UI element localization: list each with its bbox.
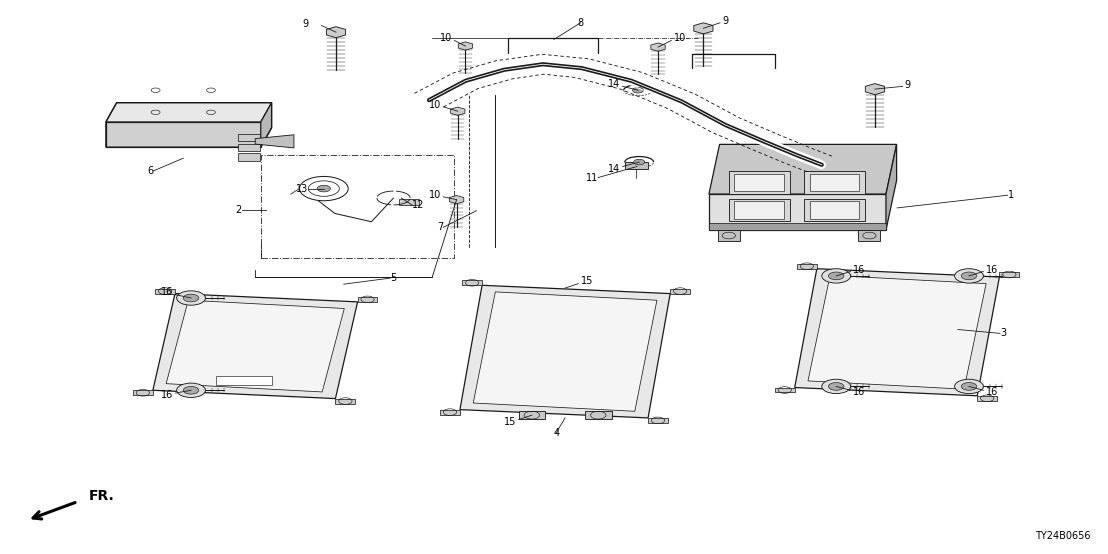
Text: 11: 11 bbox=[586, 172, 598, 182]
Circle shape bbox=[634, 160, 645, 165]
Polygon shape bbox=[460, 285, 670, 418]
Polygon shape bbox=[718, 230, 740, 241]
Polygon shape bbox=[440, 409, 460, 414]
Circle shape bbox=[962, 383, 977, 390]
Polygon shape bbox=[670, 289, 690, 294]
Text: 12: 12 bbox=[412, 200, 424, 210]
Circle shape bbox=[183, 294, 198, 302]
Polygon shape bbox=[473, 292, 657, 411]
Circle shape bbox=[176, 291, 205, 305]
Circle shape bbox=[822, 269, 851, 283]
Circle shape bbox=[829, 383, 844, 390]
Circle shape bbox=[317, 185, 330, 192]
Text: 5: 5 bbox=[390, 273, 397, 283]
Circle shape bbox=[822, 379, 851, 393]
Bar bbox=[735, 173, 784, 191]
Text: 15: 15 bbox=[504, 417, 516, 427]
Bar bbox=[237, 143, 259, 151]
Circle shape bbox=[955, 269, 984, 283]
Text: 15: 15 bbox=[581, 276, 593, 286]
Bar bbox=[729, 199, 790, 221]
Bar bbox=[804, 199, 865, 221]
Polygon shape bbox=[650, 43, 665, 52]
Polygon shape bbox=[865, 84, 884, 95]
Text: 10: 10 bbox=[429, 190, 441, 200]
Text: 16: 16 bbox=[161, 390, 173, 400]
Text: 2: 2 bbox=[236, 204, 242, 214]
Polygon shape bbox=[260, 102, 271, 147]
Text: 6: 6 bbox=[147, 166, 153, 176]
Polygon shape bbox=[625, 162, 648, 169]
Bar bbox=[810, 201, 860, 219]
Polygon shape bbox=[462, 280, 482, 285]
Circle shape bbox=[183, 387, 198, 394]
Text: 4: 4 bbox=[553, 428, 560, 438]
Polygon shape bbox=[166, 300, 345, 392]
Text: 3: 3 bbox=[999, 329, 1006, 338]
Text: 14: 14 bbox=[608, 79, 620, 89]
Polygon shape bbox=[999, 272, 1019, 277]
Bar bbox=[709, 223, 886, 230]
Bar bbox=[237, 134, 259, 141]
Text: FR.: FR. bbox=[90, 489, 115, 504]
Polygon shape bbox=[519, 411, 545, 419]
Polygon shape bbox=[797, 264, 817, 269]
Text: 16: 16 bbox=[853, 265, 865, 275]
Polygon shape bbox=[794, 269, 999, 396]
Text: 14: 14 bbox=[608, 163, 620, 174]
Bar bbox=[399, 199, 419, 204]
Text: 16: 16 bbox=[161, 288, 173, 297]
Bar bbox=[260, 156, 454, 258]
Text: 16: 16 bbox=[986, 265, 998, 275]
Bar bbox=[216, 376, 271, 385]
Polygon shape bbox=[886, 145, 896, 230]
Circle shape bbox=[176, 383, 205, 397]
Text: 9: 9 bbox=[722, 16, 728, 26]
Text: TY24B0656: TY24B0656 bbox=[1035, 531, 1090, 541]
Polygon shape bbox=[336, 398, 356, 403]
Text: 8: 8 bbox=[577, 18, 584, 28]
Polygon shape bbox=[859, 230, 881, 241]
Polygon shape bbox=[153, 294, 358, 398]
Polygon shape bbox=[694, 23, 712, 34]
Text: 10: 10 bbox=[429, 100, 441, 110]
Polygon shape bbox=[358, 297, 378, 302]
Text: 16: 16 bbox=[986, 387, 998, 397]
Polygon shape bbox=[585, 411, 612, 419]
Text: 1: 1 bbox=[1007, 190, 1014, 200]
Bar bbox=[729, 171, 790, 193]
Polygon shape bbox=[450, 196, 464, 204]
Bar bbox=[469, 95, 495, 247]
Polygon shape bbox=[255, 135, 294, 148]
Bar bbox=[237, 153, 259, 161]
Circle shape bbox=[955, 379, 984, 393]
Text: 10: 10 bbox=[674, 33, 686, 43]
Bar bbox=[810, 173, 860, 191]
Polygon shape bbox=[451, 107, 465, 115]
Polygon shape bbox=[709, 194, 886, 230]
Text: 7: 7 bbox=[437, 222, 443, 232]
Polygon shape bbox=[709, 145, 896, 194]
Circle shape bbox=[829, 272, 844, 280]
Polygon shape bbox=[327, 27, 346, 38]
Polygon shape bbox=[774, 387, 794, 392]
Text: 16: 16 bbox=[853, 387, 865, 397]
Bar bbox=[804, 171, 865, 193]
Bar bbox=[735, 201, 784, 219]
Text: 10: 10 bbox=[440, 33, 452, 43]
Circle shape bbox=[633, 88, 644, 93]
Circle shape bbox=[962, 272, 977, 280]
Polygon shape bbox=[106, 102, 271, 122]
Polygon shape bbox=[977, 396, 997, 401]
Polygon shape bbox=[648, 418, 668, 423]
Text: 9: 9 bbox=[905, 80, 911, 90]
Polygon shape bbox=[106, 122, 260, 147]
Polygon shape bbox=[133, 390, 153, 395]
Polygon shape bbox=[459, 42, 473, 50]
Polygon shape bbox=[808, 275, 986, 389]
Polygon shape bbox=[155, 289, 175, 294]
Text: 9: 9 bbox=[302, 19, 308, 29]
Text: 13: 13 bbox=[296, 183, 308, 193]
